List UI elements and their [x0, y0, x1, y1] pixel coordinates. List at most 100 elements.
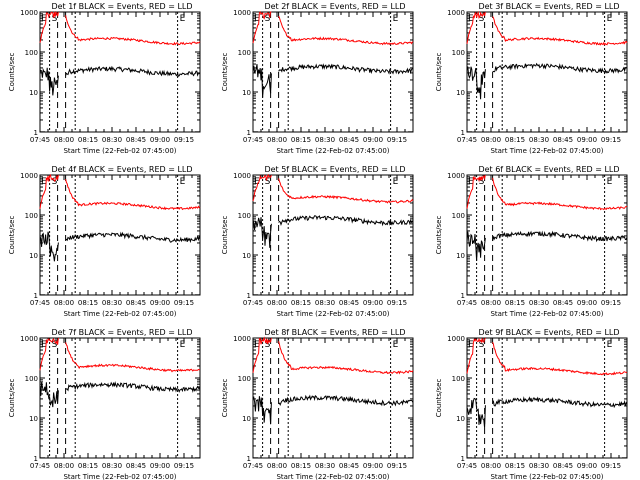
lld-series-line-seg2 [492, 16, 628, 46]
lld-series-line-seg1 [466, 174, 486, 209]
end-marker-label: E [607, 177, 613, 187]
x-tick-label: 08:45 [126, 136, 146, 144]
y-tick-label: 100 [452, 375, 465, 383]
y-tick-label: 1000 [447, 172, 465, 180]
events-series-line-seg2 [278, 63, 414, 75]
panel-title: Det 5f BLACK = Events, RED = LLD [264, 165, 405, 174]
y-tick-label: 10 [456, 415, 465, 423]
x-tick-label: 09:15 [387, 299, 407, 307]
x-tick-label: 08:15 [78, 299, 98, 307]
y-axis-label: Counts/sec [8, 53, 16, 92]
x-tick-label: 08:45 [126, 462, 146, 470]
y-tick-label: 10 [242, 415, 251, 423]
y-tick-label: 10 [29, 252, 38, 260]
y-axis-label: Counts/sec [8, 379, 16, 418]
x-tick-label: 08:00 [54, 136, 74, 144]
end-marker-label: E [468, 177, 474, 187]
x-tick-label: 09:00 [577, 299, 597, 307]
end-marker-label: E [180, 340, 186, 350]
lld-series-line-seg2 [492, 177, 628, 211]
x-tick-label: 08:00 [267, 299, 287, 307]
y-axis-label: Counts/sec [8, 216, 16, 255]
start-marker-label: S [265, 177, 271, 187]
x-tick-label: 07:45 [457, 462, 477, 470]
x-tick-label: 09:00 [363, 136, 383, 144]
lld-series-line-seg2 [278, 178, 414, 204]
x-tick-label: 08:15 [505, 462, 525, 470]
end-marker-label: E [607, 14, 613, 24]
events-series-line-seg1 [466, 397, 486, 428]
plot-frame [252, 174, 414, 296]
events-series-line-seg2 [278, 215, 414, 227]
lld-series-line-seg1 [252, 173, 272, 202]
start-marker-label: S [52, 340, 58, 350]
end-marker-label: E [41, 14, 47, 24]
lld-series-line-seg1 [39, 174, 59, 209]
end-marker-label: E [254, 14, 260, 24]
x-tick-label: 09:15 [387, 462, 407, 470]
end-marker-label: E [468, 340, 474, 350]
y-tick-label: 1 [461, 129, 465, 137]
events-series-line-seg1 [252, 64, 272, 98]
lld-series-line-seg2 [278, 15, 414, 46]
x-tick-label: 08:15 [78, 462, 98, 470]
end-marker-label: E [393, 14, 399, 24]
x-tick-label: 08:45 [339, 462, 359, 470]
y-tick-label: 1000 [20, 9, 38, 17]
x-tick-label: 09:00 [150, 462, 170, 470]
chart-panel-4: Det 4f BLACK = Events, RED = LLD Counts/s… [8, 165, 201, 318]
x-tick-label: 07:45 [457, 299, 477, 307]
y-axis-label: Counts/sec [435, 53, 443, 92]
y-tick-label: 1 [34, 129, 38, 137]
chart-panel-3: Det 3f BLACK = Events, RED = LLD Counts/s… [435, 2, 628, 155]
x-tick-label: 08:45 [553, 462, 573, 470]
x-tick-label: 08:30 [315, 136, 335, 144]
end-marker-label: E [41, 340, 47, 350]
events-series-line-seg1 [252, 395, 272, 425]
x-tick-label: 08:15 [505, 299, 525, 307]
x-tick-label: 07:45 [243, 462, 263, 470]
x-tick-label: 08:45 [553, 136, 573, 144]
y-tick-label: 100 [452, 212, 465, 220]
panel-title: Det 8f BLACK = Events, RED = LLD [264, 328, 405, 337]
x-tick-label: 08:15 [291, 462, 311, 470]
y-tick-label: 1000 [233, 172, 251, 180]
x-axis-label: Start Time (22-Feb-02 07:45:00) [490, 310, 603, 318]
y-axis-label: Counts/sec [435, 216, 443, 255]
lld-series-line-seg1 [466, 337, 486, 374]
y-tick-label: 1 [247, 292, 251, 300]
x-tick-label: 08:30 [529, 299, 549, 307]
lld-series-line-seg1 [39, 11, 59, 43]
panel-title: Det 7f BLACK = Events, RED = LLD [51, 328, 192, 337]
y-tick-label: 10 [242, 89, 251, 97]
y-axis-label: Counts/sec [221, 53, 229, 92]
y-tick-label: 1000 [447, 9, 465, 17]
events-series-line-seg2 [278, 394, 414, 407]
end-marker-label: E [468, 14, 474, 24]
lld-series-line-seg2 [65, 342, 201, 373]
start-marker-label: S [479, 340, 485, 350]
x-tick-label: 09:15 [601, 462, 621, 470]
x-tick-label: 08:45 [339, 299, 359, 307]
x-tick-label: 08:45 [553, 299, 573, 307]
plot-frame [466, 11, 628, 133]
y-tick-label: 100 [238, 49, 251, 57]
x-tick-label: 08:15 [291, 136, 311, 144]
y-tick-label: 10 [29, 89, 38, 97]
x-tick-label: 08:00 [54, 462, 74, 470]
start-marker-label: S [479, 177, 485, 187]
y-tick-label: 1 [247, 129, 251, 137]
y-tick-label: 100 [25, 375, 38, 383]
y-tick-label: 100 [25, 49, 38, 57]
y-tick-label: 100 [238, 375, 251, 383]
events-series-line-seg2 [65, 65, 201, 77]
x-tick-label: 08:30 [529, 462, 549, 470]
y-tick-label: 1 [247, 455, 251, 463]
end-marker-label: E [254, 340, 260, 350]
end-marker-label: E [254, 177, 260, 187]
lld-series-line-seg2 [65, 178, 201, 211]
lld-series-line-seg1 [252, 336, 272, 373]
x-tick-label: 08:30 [315, 462, 335, 470]
x-tick-label: 09:00 [577, 136, 597, 144]
x-tick-label: 08:45 [339, 136, 359, 144]
